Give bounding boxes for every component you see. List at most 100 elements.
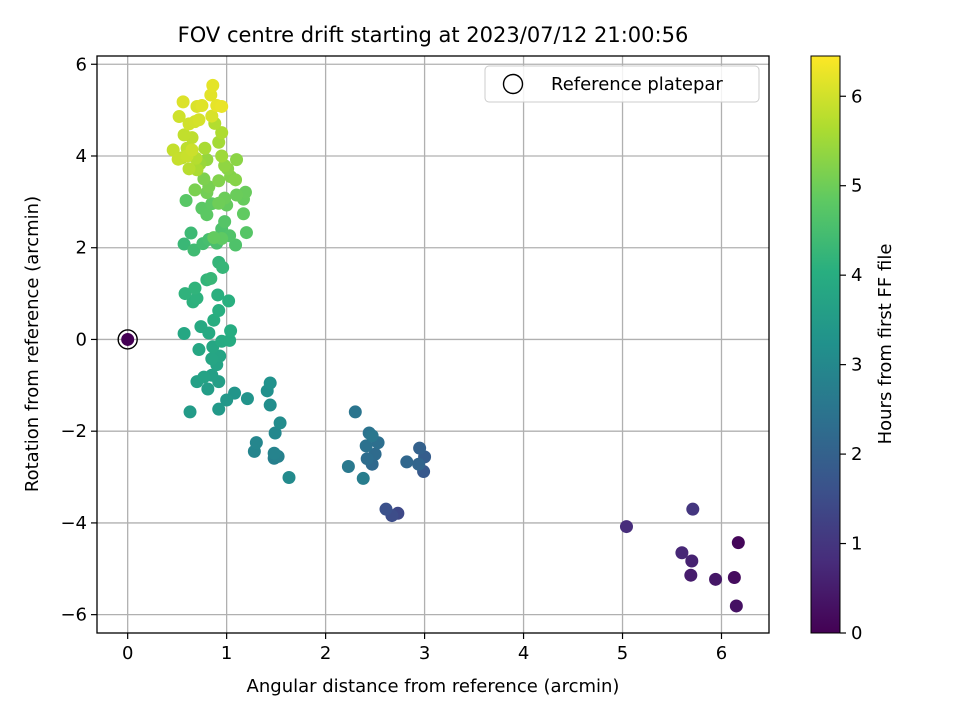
data-point — [230, 188, 244, 202]
data-point — [360, 452, 374, 466]
data-point — [215, 149, 229, 163]
data-point — [176, 95, 190, 109]
colorbar-tick-label: 5 — [851, 176, 862, 197]
data-point — [356, 471, 370, 485]
data-point — [359, 439, 373, 453]
colorbar-tick-label: 4 — [851, 265, 862, 286]
data-point — [212, 402, 226, 416]
x-tick-label: 6 — [716, 643, 727, 664]
data-point — [400, 455, 414, 469]
data-point — [198, 141, 212, 155]
data-point — [229, 238, 243, 252]
data-point — [684, 568, 698, 582]
data-point — [212, 174, 226, 188]
data-point — [182, 162, 196, 176]
data-point — [263, 398, 277, 412]
data-point — [205, 352, 219, 366]
data-point — [215, 99, 229, 113]
y-tick-label: −2 — [60, 421, 87, 442]
data-point — [179, 193, 193, 207]
data-point — [195, 99, 209, 113]
y-axis-label: Rotation from reference (arcmin) — [22, 196, 43, 492]
y-tick-label: 6 — [76, 54, 87, 75]
data-point — [709, 572, 723, 586]
data-point — [188, 281, 202, 295]
data-point — [202, 326, 216, 340]
legend-box — [484, 65, 760, 103]
data-point — [207, 231, 221, 245]
data-point — [282, 471, 296, 485]
legend-reference-marker — [502, 73, 524, 95]
data-point — [177, 128, 191, 142]
x-tick-label: 0 — [122, 643, 133, 664]
reference-marker-group — [117, 329, 138, 350]
x-axis-ticks: 0 1 2 3 4 5 6 — [122, 633, 727, 664]
y-axis-ticks: −6 −4 −2 0 2 4 6 — [60, 54, 97, 626]
data-point — [200, 208, 214, 222]
colorbar-gradient — [810, 55, 841, 634]
x-axis-label: Angular distance from reference (arcmin) — [247, 676, 620, 697]
reference-ring — [117, 329, 138, 350]
data-point — [268, 426, 282, 440]
x-tick-label: 5 — [617, 643, 628, 664]
colorbar-tick-label: 0 — [851, 623, 862, 644]
data-point — [273, 416, 287, 430]
legend-entry-label: Reference platepar — [551, 74, 723, 95]
colorbar-tick-label: 3 — [851, 355, 862, 376]
data-point — [267, 446, 281, 460]
data-point — [348, 405, 362, 419]
data-point — [212, 304, 226, 318]
y-tick-label: 4 — [76, 146, 87, 167]
data-point — [236, 207, 250, 221]
x-tick-label: 3 — [419, 643, 430, 664]
data-point — [249, 436, 263, 450]
data-point — [686, 502, 700, 516]
data-point — [206, 78, 220, 92]
data-point — [197, 370, 211, 384]
data-point — [185, 143, 199, 157]
data-point — [184, 226, 198, 240]
chart-title: FOV centre drift starting at 2023/07/12 … — [178, 23, 689, 47]
data-point — [212, 196, 226, 210]
reference-point — [121, 332, 135, 346]
data-point — [729, 599, 743, 613]
y-tick-label: 2 — [76, 238, 87, 259]
y-tick-label: −6 — [60, 605, 87, 626]
data-point — [177, 237, 191, 251]
y-tick-label: −4 — [60, 513, 87, 534]
colorbar-tick-label: 6 — [851, 86, 862, 107]
data-point — [178, 287, 192, 301]
data-point — [224, 324, 238, 338]
x-tick-label: 4 — [518, 643, 529, 664]
data-point — [413, 441, 427, 455]
data-point — [220, 393, 234, 407]
y-tick-label: 0 — [76, 329, 87, 350]
data-point — [731, 536, 745, 550]
data-point — [675, 546, 689, 560]
data-point — [218, 215, 232, 229]
colorbar: 0 1 2 3 4 5 6 Hours from first FF file — [810, 55, 896, 644]
legend: Reference platepar — [484, 65, 760, 103]
data-point — [239, 226, 253, 240]
data-point — [207, 313, 221, 327]
data-point — [379, 502, 393, 516]
data-point — [177, 326, 191, 340]
data-point — [365, 429, 379, 443]
data-point — [201, 382, 215, 396]
data-point — [619, 520, 633, 534]
data-point — [215, 126, 229, 140]
colorbar-label: Hours from first FF file — [875, 244, 896, 445]
data-point — [205, 109, 219, 123]
colorbar-tick-label: 2 — [851, 444, 862, 465]
data-point — [216, 260, 230, 274]
data-point — [341, 460, 355, 474]
data-point — [190, 291, 204, 305]
data-point — [204, 271, 218, 285]
data-point — [188, 183, 202, 197]
data-point — [183, 405, 197, 419]
data-point — [240, 392, 254, 406]
data-point — [211, 288, 225, 302]
data-point — [263, 376, 277, 390]
data-point — [197, 172, 211, 186]
